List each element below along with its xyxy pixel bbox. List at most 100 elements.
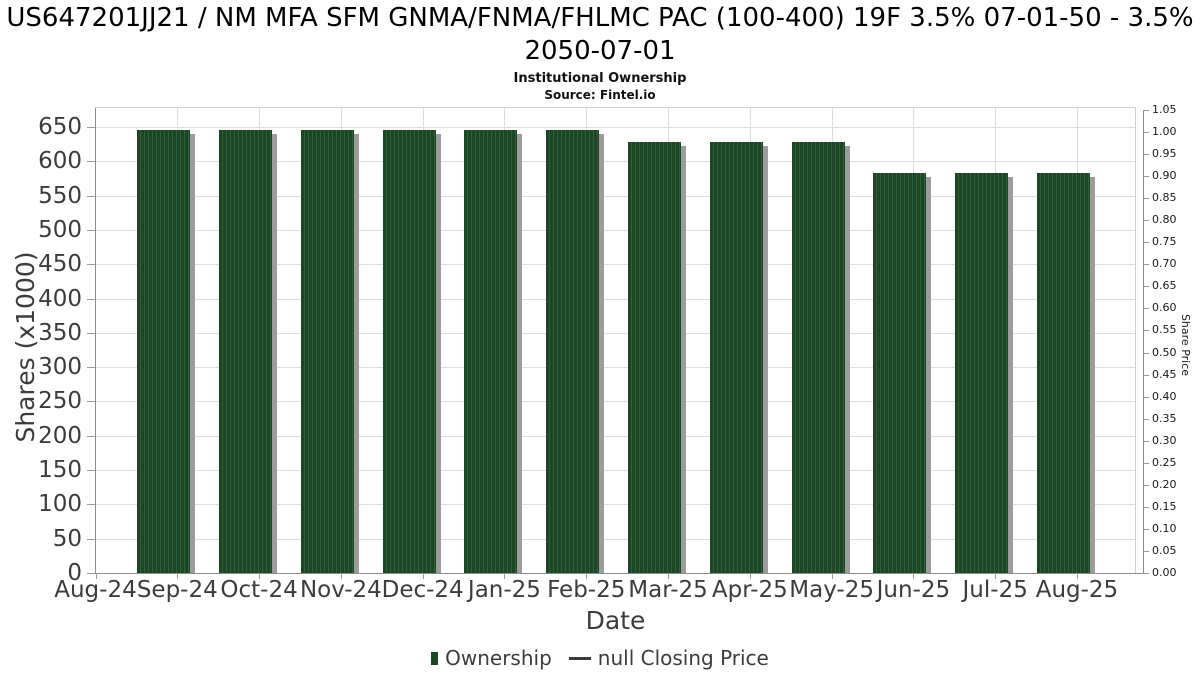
ownership-bar-mar-25 [628,142,682,573]
left-axis-tick [87,298,95,300]
gridline-horizontal [96,470,1135,472]
ownership-bar-jan-25 [464,130,518,573]
left-axis-tick [87,435,95,437]
right-axis-tick [1143,352,1149,354]
closing-price-legend-line-icon [568,656,591,660]
right-axis-tick [1143,110,1149,111]
left-axis-tick-label: 400 [38,285,82,312]
right-axis-tick [1143,220,1149,222]
x-axis-tick [995,573,997,579]
right-axis-tick [1143,374,1149,376]
gridline-horizontal [96,332,1135,334]
right-axis-tick-label: 0.95 [1152,147,1177,161]
x-axis-tick [259,573,261,579]
left-axis-tick-label: 550 [38,182,82,209]
right-axis-tick [1143,330,1149,332]
x-axis-tick [340,573,342,579]
right-axis-tick [1143,198,1149,200]
right-axis-tick [1143,440,1149,442]
left-axis-tick [87,161,95,163]
gridline-horizontal [96,367,1135,369]
chart-header: US647201JJ21 / NM MFA SFM GNMA/FNMA/FHLM… [0,2,1200,102]
right-axis-tick-label: 0.00 [1152,566,1177,579]
right-axis-tick-label: 0.70 [1152,257,1177,271]
left-axis-tick-label: 500 [38,216,82,243]
right-axis-tick-label: 0.35 [1152,411,1177,425]
left-axis-tick-label: 250 [38,388,82,415]
left-axis-tick [87,264,95,266]
right-axis-tick [1143,484,1149,486]
left-axis-tick-label: 350 [38,319,82,346]
x-axis-tick [95,573,97,579]
right-axis-tick [1143,550,1149,552]
ownership-legend-swatch-icon [431,651,439,665]
left-axis-tick-label: 150 [38,457,82,484]
x-axis-tick-label: Jun-25 [876,577,951,603]
x-axis-tick [586,573,588,579]
ownership-bar-jul-25 [955,172,1009,573]
ownership-bar-apr-25 [709,142,763,573]
x-axis-tick [504,573,506,579]
left-axis-tick [87,401,95,403]
right-axis-tick [1143,132,1149,134]
right-axis-tick [1143,264,1149,266]
left-axis-tick [87,195,95,197]
gridline-horizontal [96,264,1135,266]
right-axis-tick-label: 1.05 [1152,103,1177,116]
right-axis-tick-label: 0.60 [1152,301,1177,315]
ownership-bar-oct-24 [219,130,273,573]
right-axis-tick-label: 0.25 [1152,455,1177,469]
ownership-bar-nov-24 [300,130,354,573]
gridline-horizontal [96,161,1135,163]
x-axis-tick-label: Aug-25 [1035,577,1119,603]
ownership-bar-sep-24 [137,130,191,573]
right-axis-tick-label: 0.75 [1152,235,1177,249]
x-axis-tick-label: Jul-25 [962,577,1028,603]
ownership-bar-jun-25 [873,172,927,573]
left-axis-tick [87,332,95,334]
right-axis-tick-label: 0.80 [1152,213,1177,227]
x-axis-title: Date [585,606,646,635]
plot-area [95,107,1136,574]
right-axis-tick [1143,396,1149,398]
chart-title: US647201JJ21 / NM MFA SFM GNMA/FNMA/FHLM… [6,3,1194,66]
left-axis-tick-label: 600 [38,148,82,175]
right-axis-tick-label: 0.45 [1152,367,1177,381]
ownership-bar-dec-24 [382,130,436,573]
right-axis-tick [1143,242,1149,244]
x-axis-tick [913,573,915,579]
x-axis-tick-label: Feb-25 [547,577,626,603]
right-axis-tick [1143,462,1149,464]
right-axis-tick [1143,154,1149,156]
x-axis-tick [831,573,833,579]
right-axis-tick-label: 0.30 [1152,433,1177,447]
x-axis-tick-label: May-25 [789,577,874,603]
left-axis-tick [87,367,95,369]
left-axis-tick [87,470,95,472]
x-axis-tick-label: Jan-25 [467,577,541,603]
ownership-bar-may-25 [791,142,845,573]
left-axis-tick [87,127,95,128]
legend-label-closing-price: null Closing Price [597,646,769,670]
right-axis-tick-label: 0.65 [1152,279,1177,293]
left-axis-spine [95,108,96,573]
left-axis-tick-label: 200 [38,422,82,449]
x-axis-tick-label: Apr-25 [711,577,788,603]
right-axis-tick [1143,308,1149,310]
left-axis-tick-label: 0 [67,560,82,586]
bottom-axis-spine [87,573,1149,574]
left-axis-tick-label: 450 [38,251,82,278]
x-axis-tick [177,573,179,579]
right-axis-spine [1143,110,1144,573]
right-axis-tick-label: 0.55 [1152,323,1177,337]
gridline-horizontal [96,229,1135,231]
gridline-horizontal [96,298,1135,300]
left-axis-tick [87,573,95,574]
gridline-horizontal [96,401,1135,403]
right-axis-tick [1143,528,1149,530]
left-axis-tick [87,229,95,231]
x-axis-tick [422,573,424,579]
right-axis-tick [1143,573,1149,574]
left-axis-tick [87,538,95,540]
